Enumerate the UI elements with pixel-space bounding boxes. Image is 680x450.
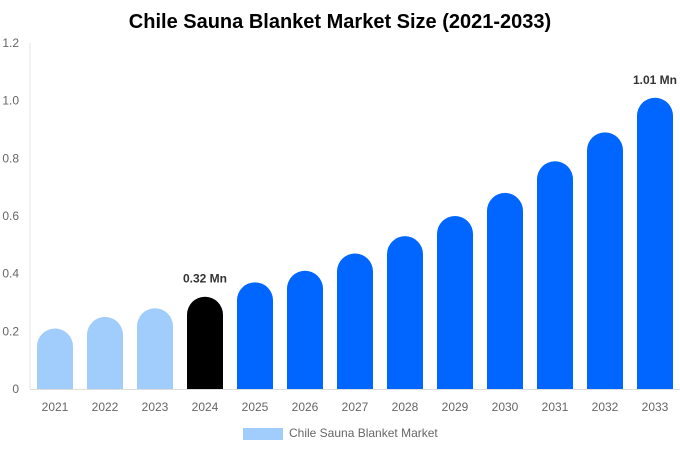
y-tick-label: 0.2	[2, 324, 19, 338]
x-tick-label: 2023	[142, 400, 169, 414]
x-tick-label: 2028	[392, 400, 419, 414]
bar-2031[interactable]	[537, 161, 573, 389]
y-tick-label: 0.8	[2, 151, 19, 165]
x-tick-label: 2021	[42, 400, 69, 414]
y-tick-label: 0	[12, 382, 19, 396]
y-tick-label: 0.4	[2, 267, 19, 281]
bar-2032[interactable]	[587, 132, 623, 389]
y-tick-label: 1.0	[2, 94, 19, 108]
x-tick-label: 2033	[642, 400, 669, 414]
x-tick-label: 2029	[442, 400, 469, 414]
bar-2028[interactable]	[387, 236, 423, 389]
x-tick-label: 2031	[542, 400, 569, 414]
bar-2027[interactable]	[337, 253, 373, 389]
x-tick-label: 2032	[592, 400, 619, 414]
data-label: 0.32 Mn	[183, 272, 227, 286]
x-tick-label: 2022	[92, 400, 119, 414]
x-tick-label: 2026	[292, 400, 319, 414]
chart-title: Chile Sauna Blanket Market Size (2021-20…	[129, 11, 551, 33]
bar-2030[interactable]	[487, 192, 523, 389]
bar-2026[interactable]	[287, 270, 323, 389]
bar-2022[interactable]	[87, 316, 123, 389]
bar-2024[interactable]	[187, 296, 223, 389]
bar-2029[interactable]	[437, 216, 473, 389]
bar-2021[interactable]	[37, 328, 73, 389]
x-tick-label: 2027	[342, 400, 369, 414]
x-tick-label: 2030	[492, 400, 519, 414]
bar-2025[interactable]	[237, 282, 273, 389]
bar-2023[interactable]	[137, 308, 173, 389]
y-tick-label: 1.2	[2, 36, 19, 50]
legend-swatch[interactable]	[243, 428, 283, 440]
x-tick-label: 2025	[242, 400, 269, 414]
legend-label[interactable]: Chile Sauna Blanket Market	[289, 426, 438, 440]
y-tick-label: 0.6	[2, 209, 19, 223]
x-tick-label: 2024	[192, 400, 219, 414]
bar-2033[interactable]	[637, 97, 673, 390]
data-label: 1.01 Mn	[633, 73, 677, 87]
